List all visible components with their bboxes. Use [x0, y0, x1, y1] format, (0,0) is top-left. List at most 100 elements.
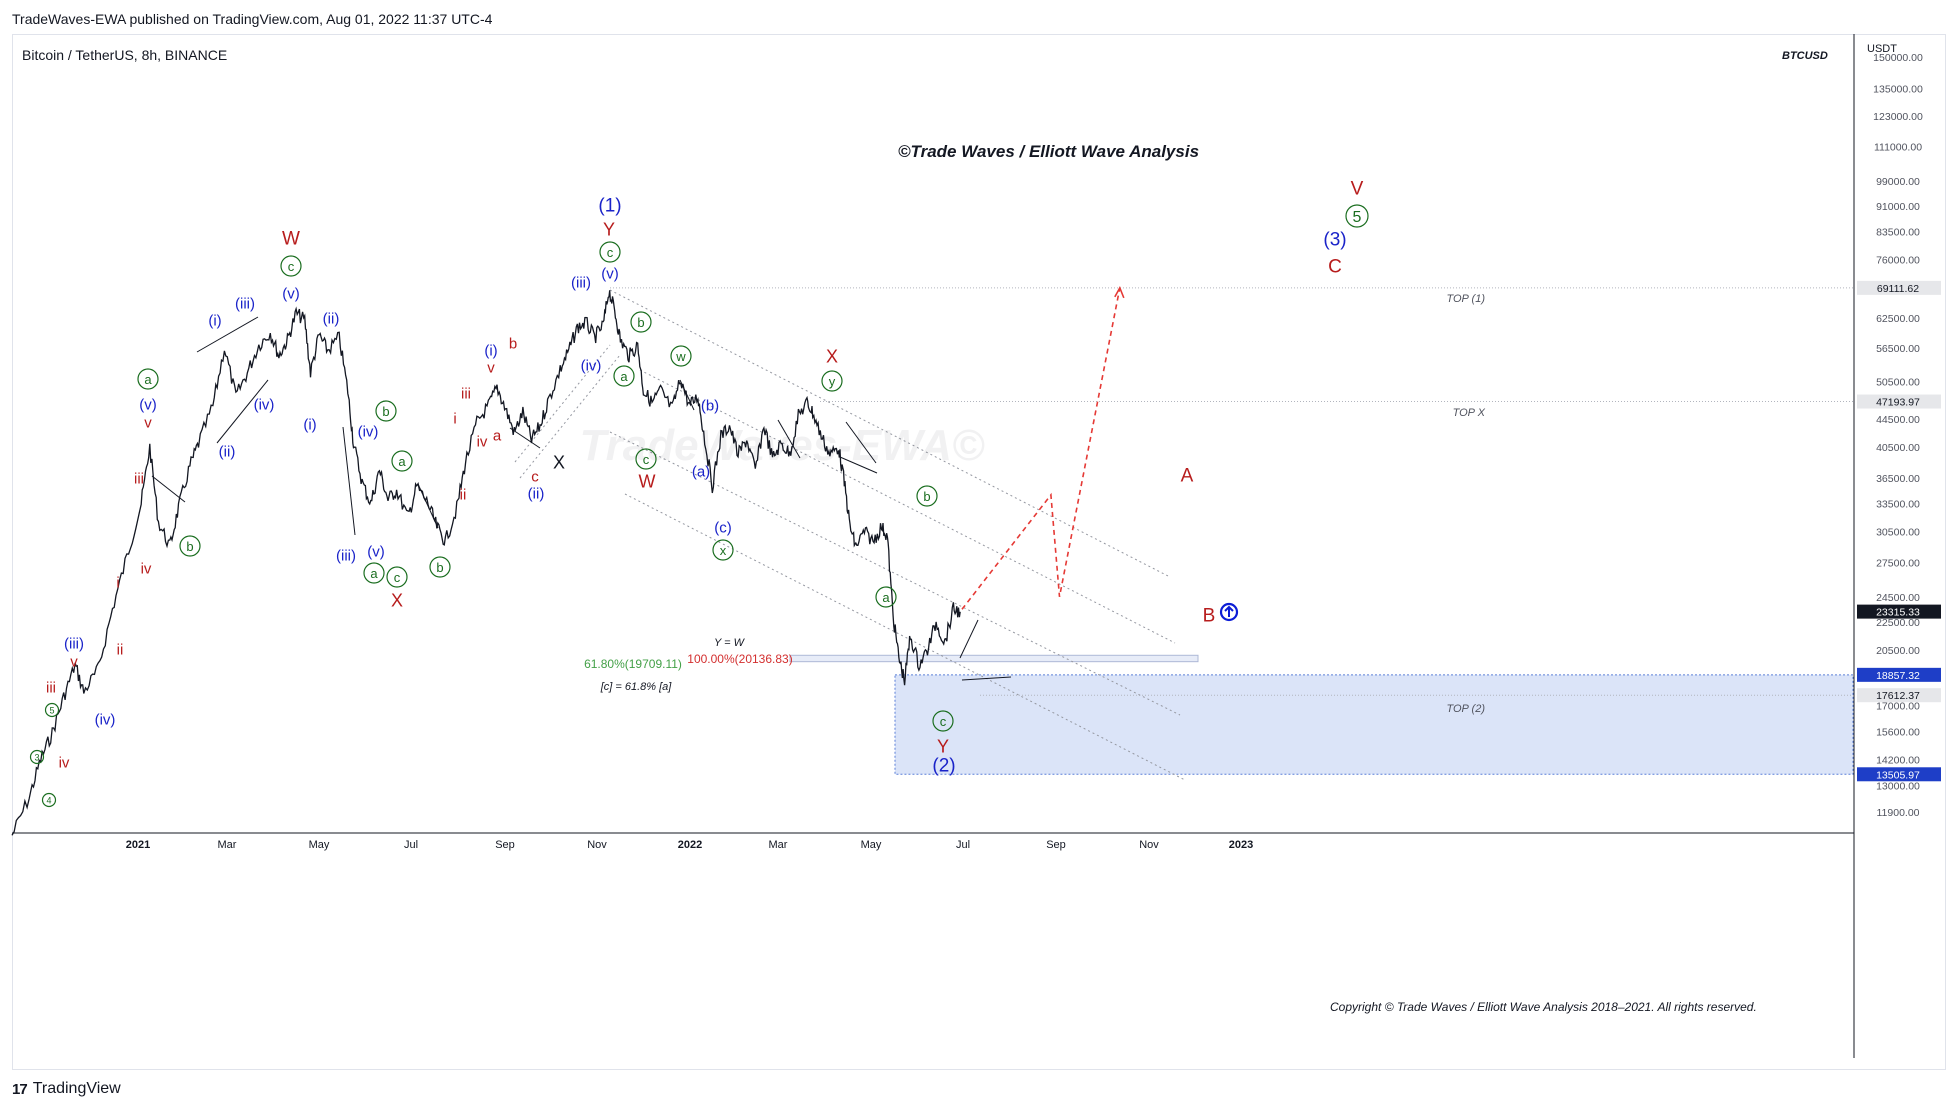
price-tick-label: 22500.00 — [1876, 617, 1920, 629]
time-tick-label: Mar — [218, 839, 237, 851]
price-tick-label: 33500.00 — [1876, 499, 1920, 511]
price-flag-label: 13505.97 — [1876, 769, 1920, 781]
wave-label: v — [70, 653, 78, 670]
wave-label: ii — [460, 486, 467, 503]
wave-label-circle — [179, 535, 201, 557]
time-tick-label: Jul — [956, 839, 970, 851]
wave-label: (ii) — [323, 310, 340, 327]
wave-label: b — [637, 315, 644, 330]
wave-label-circle — [613, 365, 635, 387]
price-flag-label: 18857.32 — [1876, 670, 1920, 682]
wave-label: (i) — [303, 416, 316, 433]
time-tick-label: May — [861, 839, 882, 851]
footer-brand-label: TradingView — [32, 1080, 121, 1097]
wave-label: x — [720, 543, 727, 558]
watermark: TradeWaves-EWA© — [580, 421, 986, 470]
time-tick-label: Nov — [587, 839, 607, 851]
top2-label: TOP (2) — [1446, 703, 1485, 715]
wave-label: (v) — [139, 396, 157, 413]
wave-label: b — [923, 489, 930, 504]
price-flag — [1857, 767, 1941, 782]
wave-label-circle — [875, 586, 897, 608]
wave-label: (iii) — [571, 274, 591, 291]
wave-label: (3) — [1323, 230, 1346, 251]
price-tick-label: 13000.00 — [1876, 781, 1920, 793]
wave-label-circle — [375, 400, 397, 422]
wave-label: (ii) — [219, 443, 236, 460]
wave-label: Y — [603, 219, 615, 239]
wave-label: (2) — [932, 756, 955, 777]
price-tick-label: 50500.00 — [1876, 376, 1920, 388]
price-tick-label: 24500.00 — [1876, 592, 1920, 604]
trendline — [959, 619, 979, 659]
target-zone-box — [894, 674, 1854, 775]
price-flag — [1857, 688, 1941, 703]
wave-label: iii — [46, 679, 56, 696]
wave-label-circle — [932, 710, 954, 732]
price-tick-label: 36500.00 — [1876, 473, 1920, 485]
price-tick-label: 123000.00 — [1873, 111, 1923, 123]
wave-label: (iv) — [254, 396, 275, 413]
price-flag — [1857, 394, 1941, 409]
wave-label: (v) — [367, 543, 385, 560]
wave-label: a — [882, 590, 890, 605]
wave-label: (iv) — [581, 357, 602, 374]
price-tick-label: 15600.00 — [1876, 726, 1920, 738]
wave-label: B — [1203, 606, 1216, 627]
wave-label: a — [370, 566, 378, 581]
price-tick-label: 17000.00 — [1876, 701, 1920, 713]
wave-label: (iv) — [95, 711, 116, 728]
wave-label: V — [1351, 179, 1364, 200]
price-tick-label: 91000.00 — [1876, 201, 1920, 213]
price-tick-label: 99000.00 — [1876, 176, 1920, 188]
wave-label: (1) — [598, 196, 621, 217]
wave-label: c — [940, 714, 947, 729]
price-flag-label: 23315.33 — [1876, 607, 1920, 619]
wave-label-circle — [280, 255, 302, 277]
time-tick-label: 2021 — [126, 839, 150, 851]
wave-label-circle — [599, 241, 621, 263]
wave-label: i — [453, 410, 456, 427]
trendline — [509, 427, 541, 449]
price-tick-label: 30500.00 — [1876, 527, 1920, 539]
price-tick-label: 20500.00 — [1876, 645, 1920, 657]
trendline — [961, 676, 1012, 681]
channel-line — [639, 369, 1176, 644]
price-tick-label: 62500.00 — [1876, 313, 1920, 325]
currency-label: USDT — [1867, 43, 1897, 55]
price-flag — [1857, 667, 1941, 682]
fib-label: 61.80%(19709.11) — [584, 657, 682, 671]
fib-label: Y = W — [714, 637, 746, 649]
wave-label: (i) — [484, 342, 497, 359]
projection-arrowhead — [1114, 286, 1125, 299]
wave-label: (iv) — [358, 423, 379, 440]
wave-label: A — [1181, 466, 1194, 487]
wave-label-circle — [916, 485, 938, 507]
wave-label: (i) — [208, 312, 221, 329]
wave-label: (v) — [601, 265, 619, 282]
wave-label-circle — [1345, 204, 1369, 228]
wave-label: (b) — [701, 397, 719, 414]
wave-label: c — [531, 468, 539, 485]
topx-label: TOP X — [1453, 407, 1486, 419]
price-series[interactable] — [11, 290, 961, 836]
wave-label: C — [1328, 257, 1342, 278]
price-flag — [1857, 280, 1941, 295]
trendline — [196, 316, 259, 353]
wave-label: 4 — [46, 796, 51, 806]
price-flag — [1857, 604, 1941, 619]
wave-label: a — [493, 427, 502, 444]
footer-brand[interactable]: 17 TradingView — [12, 1080, 121, 1098]
fib-zone-box — [789, 654, 1199, 663]
wave-label: iv — [59, 754, 70, 771]
wave-label: c — [607, 245, 614, 260]
price-tick-label: 11900.00 — [1876, 807, 1919, 819]
wave-label: i — [116, 574, 119, 591]
wave-label: 5 — [1353, 209, 1362, 226]
price-tick-label: 111000.00 — [1874, 142, 1922, 154]
up-arrow-icon — [1224, 605, 1234, 617]
price-tick-label: 135000.00 — [1873, 83, 1923, 95]
wave-label: iv — [141, 560, 152, 577]
wave-label: W — [639, 471, 656, 491]
